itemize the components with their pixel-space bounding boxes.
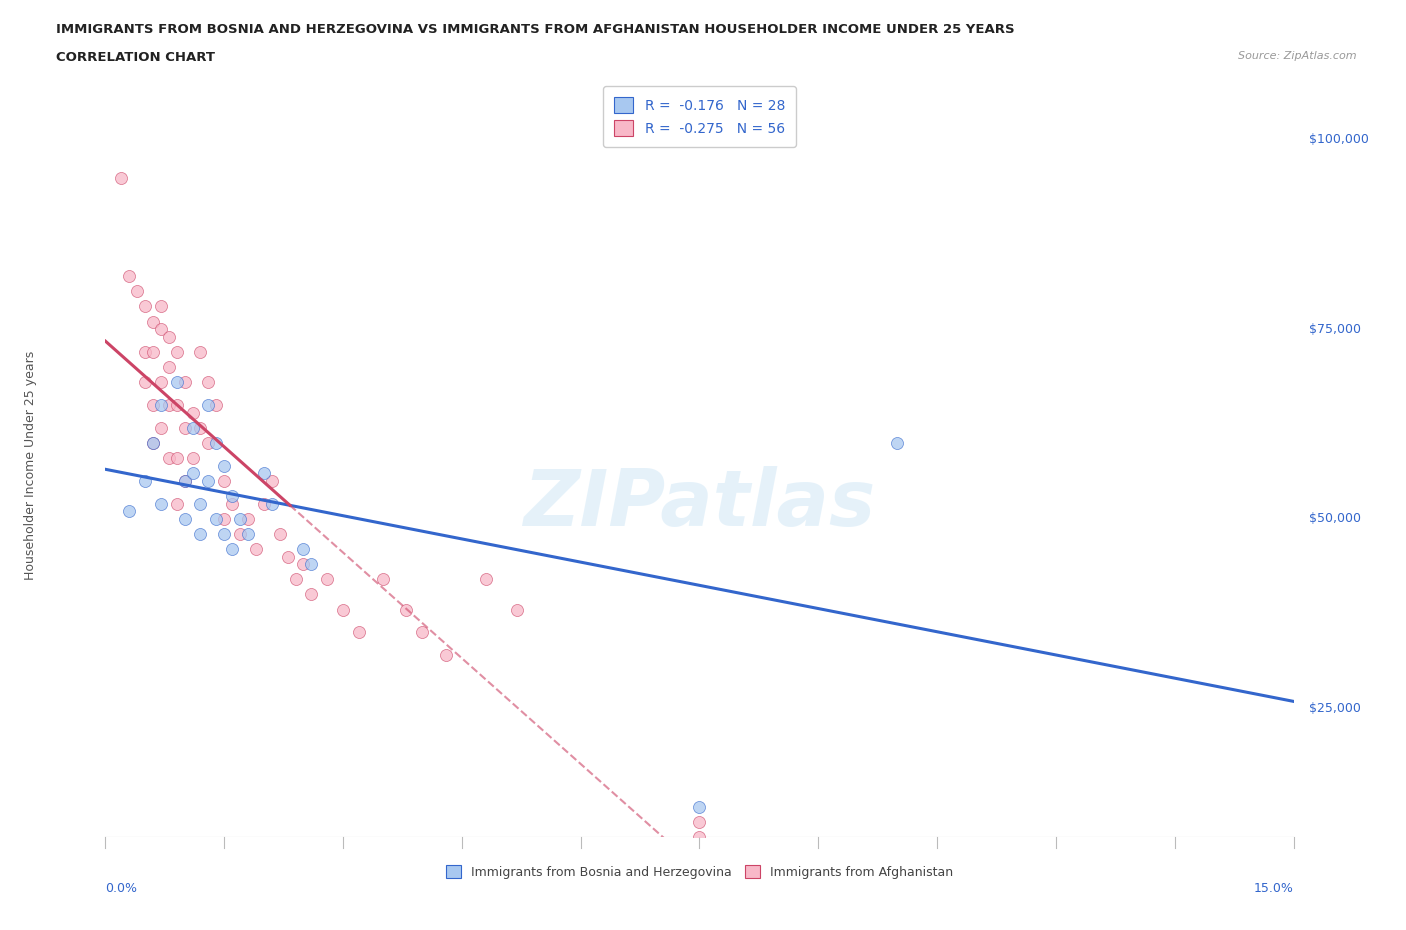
Point: [332, 603, 354, 618]
Point: [229, 526, 252, 541]
Point: [181, 405, 204, 420]
Point: [142, 435, 165, 450]
Point: [253, 496, 276, 511]
Point: [214, 512, 236, 526]
Point: [173, 473, 195, 488]
Point: [190, 344, 212, 359]
Point: [142, 397, 165, 412]
Point: [149, 397, 172, 412]
Point: [411, 625, 433, 640]
Point: [134, 299, 156, 313]
Legend: Immigrants from Bosnia and Herzegovina, Immigrants from Afghanistan: Immigrants from Bosnia and Herzegovina, …: [441, 860, 957, 883]
Point: [277, 549, 299, 564]
Point: [689, 830, 711, 844]
Point: [205, 512, 228, 526]
Point: [166, 496, 188, 511]
Point: [205, 397, 228, 412]
Point: [181, 420, 204, 435]
Point: [689, 815, 711, 830]
Point: [157, 451, 180, 466]
Text: 0.0%: 0.0%: [105, 883, 138, 896]
Point: [347, 625, 370, 640]
Point: [269, 526, 291, 541]
Text: CORRELATION CHART: CORRELATION CHART: [56, 51, 215, 64]
Point: [173, 420, 195, 435]
Point: [166, 344, 188, 359]
Point: [221, 488, 243, 503]
Point: [229, 512, 252, 526]
Text: IMMIGRANTS FROM BOSNIA AND HERZEGOVINA VS IMMIGRANTS FROM AFGHANISTAN HOUSEHOLDE: IMMIGRANTS FROM BOSNIA AND HERZEGOVINA V…: [56, 23, 1015, 36]
Point: [371, 572, 394, 587]
Point: [149, 420, 172, 435]
Point: [157, 329, 180, 344]
Point: [299, 587, 322, 602]
Point: [166, 451, 188, 466]
Point: [214, 526, 236, 541]
Point: [886, 435, 908, 450]
Point: [173, 473, 195, 488]
Point: [292, 557, 315, 572]
Point: [181, 466, 204, 481]
Point: [253, 466, 276, 481]
Point: [395, 603, 418, 618]
Text: $50,000: $50,000: [1309, 512, 1361, 525]
Text: Source: ZipAtlas.com: Source: ZipAtlas.com: [1239, 51, 1357, 61]
Point: [190, 420, 212, 435]
Point: [142, 435, 165, 450]
Point: [181, 451, 204, 466]
Point: [134, 344, 156, 359]
Point: [173, 512, 195, 526]
Point: [260, 473, 283, 488]
Point: [299, 557, 322, 572]
Point: [149, 299, 172, 313]
Point: [197, 397, 219, 412]
Point: [166, 397, 188, 412]
Point: [110, 170, 132, 185]
Point: [506, 603, 529, 618]
Text: $100,000: $100,000: [1309, 133, 1369, 146]
Point: [292, 541, 315, 556]
Point: [190, 526, 212, 541]
Point: [134, 375, 156, 390]
Point: [316, 572, 339, 587]
Text: $75,000: $75,000: [1309, 323, 1361, 336]
Point: [118, 269, 141, 284]
Point: [149, 496, 172, 511]
Point: [221, 496, 243, 511]
Point: [142, 344, 165, 359]
Point: [236, 512, 259, 526]
Point: [434, 647, 457, 662]
Point: [134, 473, 156, 488]
Text: Householder Income Under 25 years: Householder Income Under 25 years: [24, 351, 38, 579]
Point: [197, 473, 219, 488]
Point: [284, 572, 307, 587]
Point: [197, 375, 219, 390]
Point: [127, 284, 149, 299]
Point: [245, 541, 267, 556]
Point: [689, 799, 711, 814]
Point: [214, 473, 236, 488]
Point: [149, 375, 172, 390]
Point: [214, 458, 236, 473]
Point: [190, 496, 212, 511]
Point: [118, 504, 141, 519]
Text: ZIPatlas: ZIPatlas: [523, 466, 876, 541]
Point: [142, 314, 165, 329]
Point: [236, 526, 259, 541]
Point: [474, 572, 496, 587]
Point: [221, 541, 243, 556]
Text: $25,000: $25,000: [1309, 701, 1361, 714]
Point: [157, 397, 180, 412]
Text: 15.0%: 15.0%: [1254, 883, 1294, 896]
Point: [205, 435, 228, 450]
Point: [149, 322, 172, 337]
Point: [157, 360, 180, 375]
Point: [197, 435, 219, 450]
Point: [166, 375, 188, 390]
Point: [260, 496, 283, 511]
Point: [173, 375, 195, 390]
